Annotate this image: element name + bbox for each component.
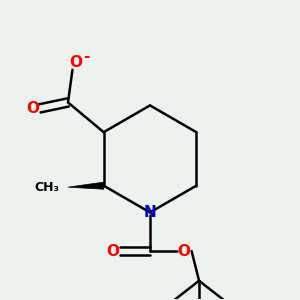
Text: CH₃: CH₃ — [34, 181, 59, 194]
Polygon shape — [68, 182, 104, 189]
Text: O: O — [69, 55, 82, 70]
Text: -: - — [82, 49, 89, 64]
Text: N: N — [144, 205, 156, 220]
Text: O: O — [178, 244, 191, 259]
Text: O: O — [106, 244, 119, 259]
Text: O: O — [26, 101, 39, 116]
